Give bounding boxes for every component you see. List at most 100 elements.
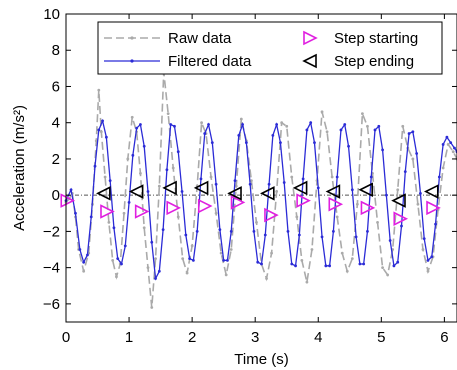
data-point (421, 248, 425, 251)
data-point (279, 141, 282, 145)
x-tick-label: 0 (62, 329, 70, 346)
data-point (229, 248, 233, 251)
data-point (263, 233, 267, 237)
data-point (244, 141, 248, 145)
data-point (111, 259, 115, 262)
legend-dot-raw (130, 36, 134, 40)
data-point (366, 230, 369, 233)
step-end-marker (227, 186, 242, 201)
data-point (361, 112, 364, 116)
legend-swatch-step-start (303, 30, 318, 46)
data-point (290, 262, 294, 266)
data-point (146, 190, 150, 193)
data-point (290, 175, 294, 179)
step-start-marker (360, 200, 376, 216)
data-point (120, 262, 123, 266)
data-point (320, 235, 324, 239)
series-line-raw-data (65, 71, 457, 308)
data-point (426, 269, 430, 273)
data-point (256, 260, 260, 264)
data-point (74, 211, 77, 215)
legend-label-step-start: Step starting (334, 30, 418, 47)
step-end-marker (358, 182, 373, 198)
y-tick-label: 8 (52, 42, 60, 59)
data-point (209, 175, 213, 179)
data-point (449, 141, 453, 145)
data-point (173, 124, 176, 128)
data-point (157, 269, 161, 273)
data-point (401, 124, 405, 128)
step-end-marker (423, 184, 439, 199)
step-start-marker (328, 196, 344, 212)
data-point (419, 191, 422, 195)
data-point (191, 259, 195, 262)
data-point (453, 146, 456, 150)
series-line-filtered-data (65, 118, 457, 281)
data-point (294, 264, 297, 268)
data-point (416, 202, 420, 206)
data-point (426, 259, 430, 262)
data-point (214, 211, 218, 215)
data-point (324, 264, 328, 268)
data-point (451, 150, 455, 154)
data-point (373, 128, 377, 132)
axes-layer: 0 1 2 3 4 5 6 −6 −4 −2 0 2 4 6 8 10 (43, 6, 457, 346)
data-point (219, 251, 223, 255)
data-point (300, 259, 304, 262)
data-point (301, 177, 305, 181)
data-point (250, 179, 253, 183)
x-tick-label: 1 (125, 329, 133, 346)
data-point (403, 170, 407, 174)
data-point (234, 184, 238, 188)
data-point (195, 230, 199, 233)
data-point (339, 128, 343, 132)
data-point (200, 121, 203, 125)
data-point (354, 235, 358, 239)
data-point (434, 222, 437, 226)
data-point (127, 201, 131, 204)
data-point (445, 135, 449, 139)
step-start-marker (296, 193, 311, 208)
step-start-marker (264, 207, 279, 223)
data-point (130, 115, 134, 119)
legend: Raw data Filtered data Step starting Step e… (97, 21, 443, 75)
data-point (104, 135, 108, 139)
step-end-marker (96, 186, 111, 201)
data-point (142, 144, 146, 148)
data-point (330, 175, 334, 179)
data-point (165, 168, 169, 172)
data-point (126, 157, 130, 161)
data-point (441, 143, 445, 146)
data-point (218, 228, 222, 232)
step-end-marker (391, 193, 406, 208)
data-point (446, 143, 450, 146)
x-axis-label: Time (s) (234, 351, 288, 368)
y-axis-label: Acceleration (m/s²) (11, 105, 28, 231)
data-point (392, 264, 396, 268)
data-point (309, 121, 313, 125)
data-point (122, 211, 126, 215)
data-point (123, 244, 127, 248)
data-point (320, 110, 324, 114)
data-point (97, 88, 101, 92)
data-point (181, 257, 185, 260)
data-point (214, 182, 218, 186)
data-point (69, 188, 73, 192)
series-layer (64, 70, 457, 309)
data-point (400, 224, 403, 228)
data-point (176, 215, 180, 219)
data-point (199, 177, 203, 181)
axes-frame (65, 13, 457, 323)
step-end-marker (162, 180, 177, 196)
data-point (190, 244, 194, 248)
data-point (210, 141, 214, 145)
data-point (335, 215, 339, 219)
data-point (310, 248, 314, 251)
data-point (241, 123, 244, 126)
data-point (295, 215, 299, 219)
step-start-marker (426, 200, 441, 216)
data-point (207, 123, 210, 126)
data-point (422, 237, 426, 241)
data-point (260, 262, 263, 266)
